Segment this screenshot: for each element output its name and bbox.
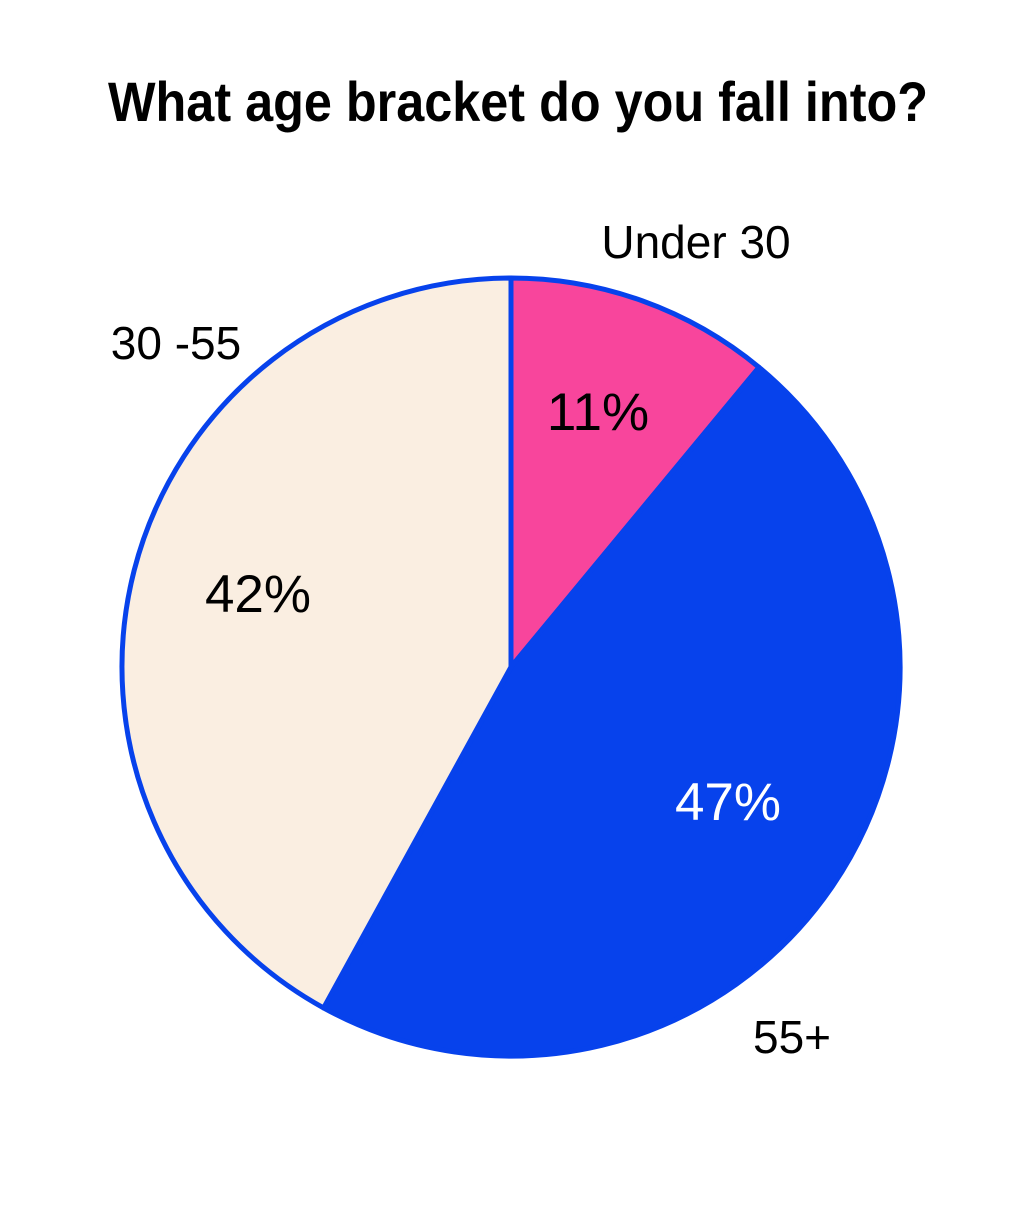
slice-label-30-55: 30 -55 (111, 317, 241, 369)
slice-label-under-30: Under 30 (601, 216, 790, 268)
pie-slice-55-plus (321, 364, 903, 1059)
slice-pct-under-30: 11% (547, 383, 649, 442)
pie-slice-under-30 (508, 275, 762, 670)
slice-pct-55-plus: 47% (675, 773, 781, 832)
pie-wedges (119, 275, 903, 1059)
chart-title: What age bracket do you fall into? (108, 70, 928, 133)
slice-label-55-plus: 55+ (753, 1011, 831, 1063)
pie-slice-30-55 (119, 275, 514, 1011)
slice-pct-30-55: 42% (205, 565, 311, 624)
